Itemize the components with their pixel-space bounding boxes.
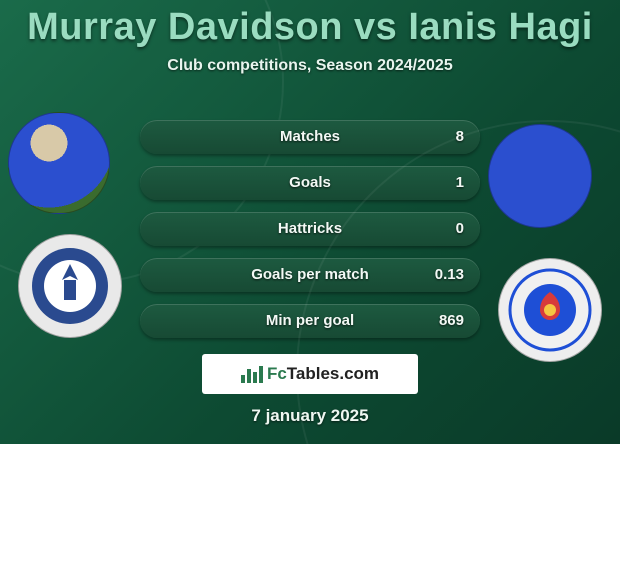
rangers-crest-icon <box>508 268 592 352</box>
stat-value: 8 <box>456 120 464 154</box>
stat-value: 1 <box>456 166 464 200</box>
subtitle: Club competitions, Season 2024/2025 <box>0 57 620 75</box>
player-left-avatar <box>8 112 110 214</box>
stat-label: Min per goal <box>140 304 480 338</box>
stat-row: Min per goal 869 <box>140 304 480 338</box>
bars-icon <box>241 365 263 383</box>
stat-value: 869 <box>439 304 464 338</box>
stat-row: Matches 8 <box>140 120 480 154</box>
club-left-crest <box>18 234 122 338</box>
stats-bars: Matches 8 Goals 1 Hattricks 0 Goals per … <box>140 120 480 350</box>
stat-row: Hattricks 0 <box>140 212 480 246</box>
stat-label: Goals per match <box>140 258 480 292</box>
stat-value: 0.13 <box>435 258 464 292</box>
comparison-card: Murray Davidson vs Ianis Hagi Club compe… <box>0 0 620 444</box>
stat-row: Goals per match 0.13 <box>140 258 480 292</box>
stat-row: Goals 1 <box>140 166 480 200</box>
fctables-logo: FcTables.com <box>202 354 418 394</box>
player-right-avatar <box>488 124 592 228</box>
stat-label: Matches <box>140 120 480 154</box>
date-text: 7 january 2025 <box>0 406 620 426</box>
brand-text: FcTables.com <box>267 364 379 384</box>
club-right-crest <box>498 258 602 362</box>
stjohnstone-crest-icon <box>30 246 110 326</box>
brand-suffix: Tables.com <box>287 364 379 383</box>
page-title: Murray Davidson vs Ianis Hagi <box>0 0 620 49</box>
stat-value: 0 <box>456 212 464 246</box>
stat-label: Hattricks <box>140 212 480 246</box>
stat-label: Goals <box>140 166 480 200</box>
brand-prefix: Fc <box>267 364 287 383</box>
